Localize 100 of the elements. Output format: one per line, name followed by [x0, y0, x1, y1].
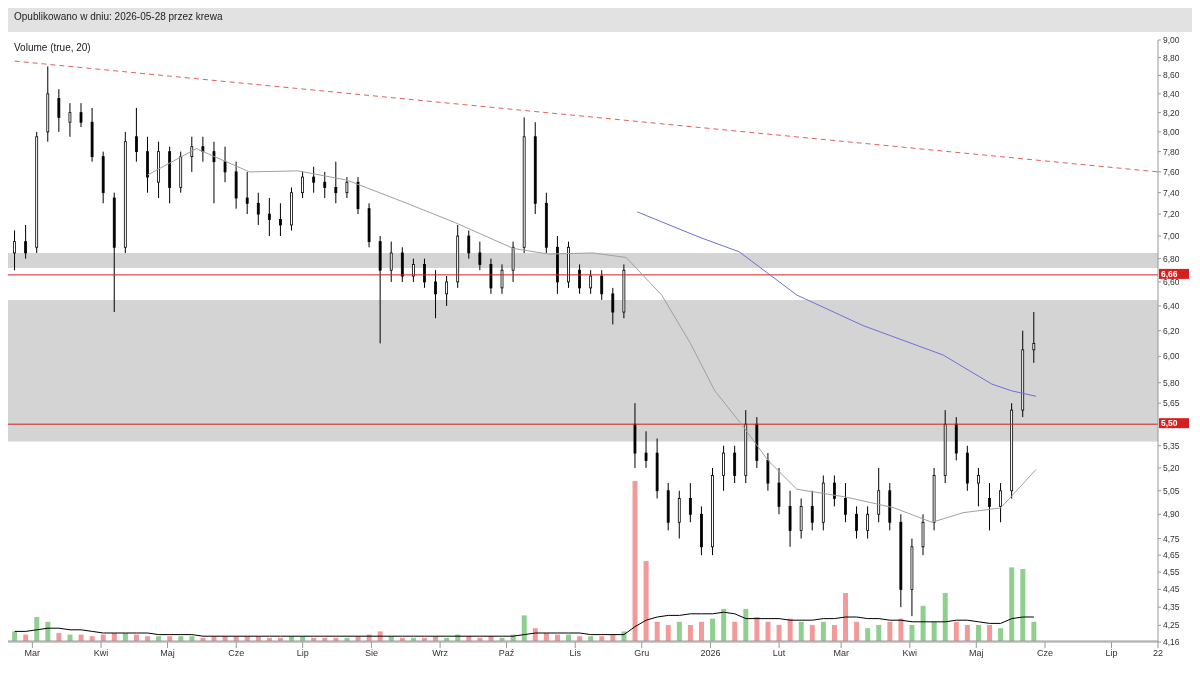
- x-tick-label: Paź: [498, 648, 515, 659]
- y-tick-label: 5,20: [1163, 462, 1180, 473]
- y-tick-label: 6,20: [1163, 325, 1180, 336]
- bar: [876, 625, 882, 641]
- candlestick: [999, 482, 1002, 523]
- y-tick-label: 4,65: [1163, 550, 1180, 561]
- x-tick-label: Sie: [364, 648, 378, 659]
- bar: [964, 625, 970, 641]
- x-tick-label: Cze: [1036, 648, 1053, 659]
- y-tick-label: 8,40: [1163, 88, 1180, 99]
- candlestick: [578, 263, 581, 295]
- candlestick: [489, 258, 493, 295]
- bar: [820, 621, 826, 641]
- bar: [765, 621, 771, 641]
- y-tick-label: 4,45: [1163, 584, 1180, 595]
- text: Opublikowano w dniu: 2026-05-28 przez krewa: [14, 11, 224, 22]
- bar: [743, 609, 749, 641]
- bar: [843, 593, 849, 641]
- candlestick: [844, 482, 847, 523]
- x-tick-label: Wrz: [432, 648, 449, 659]
- bar: [998, 628, 1004, 641]
- candlestick: [511, 241, 515, 283]
- candlestick: [334, 161, 338, 204]
- candlestick: [389, 241, 393, 283]
- bar: [865, 628, 871, 641]
- bar: [732, 621, 738, 641]
- bar: [754, 617, 760, 641]
- bar: [34, 617, 40, 641]
- candlestick: [722, 445, 725, 492]
- y-tick-label: 5,65: [1163, 398, 1180, 409]
- y-tick-label: 6,00: [1163, 351, 1180, 362]
- bar: [643, 561, 649, 641]
- candlestick: [345, 176, 349, 199]
- y-tick-label: 4,35: [1163, 602, 1180, 613]
- line-series: [636, 211, 1037, 397]
- candlestick: [223, 146, 227, 183]
- y-tick-label: 4,90: [1163, 509, 1180, 520]
- bar: [931, 621, 937, 641]
- x-tick-label: Kwi: [93, 648, 109, 659]
- candlestick: [855, 505, 858, 540]
- bar: [1009, 567, 1015, 641]
- candlestick: [135, 107, 138, 163]
- candlestick: [68, 102, 72, 138]
- bar: [721, 609, 727, 641]
- candlestick: [24, 224, 28, 260]
- y-tick-label: 9,00: [1163, 35, 1180, 46]
- bar: [831, 625, 837, 641]
- bar: [665, 625, 671, 641]
- candlestick: [79, 102, 83, 128]
- bar: [1031, 621, 1037, 641]
- bar: [909, 625, 915, 641]
- y-tick-label: 7,60: [1163, 166, 1180, 177]
- candlestick: [190, 136, 194, 173]
- y-tick-label: 7,20: [1163, 209, 1180, 220]
- candlestick: [478, 241, 482, 271]
- y-tick-label: 8,60: [1163, 70, 1180, 81]
- y-tick-label: 5,80: [1163, 377, 1180, 388]
- bar: [776, 625, 782, 641]
- y-tick-label: 6,40: [1163, 300, 1180, 311]
- candlestick: [400, 246, 404, 283]
- y-tick-label: 8,20: [1163, 107, 1180, 118]
- bar: [942, 593, 948, 641]
- bar: [710, 618, 716, 641]
- bar: [987, 625, 993, 641]
- bar: [975, 625, 981, 641]
- candlestick: [279, 202, 282, 237]
- x-tick-label: Lip: [296, 648, 309, 659]
- candlestick: [411, 258, 415, 283]
- line-series: [147, 148, 1037, 523]
- candlestick: [256, 192, 260, 226]
- candlestick: [245, 171, 249, 215]
- bar: [854, 621, 860, 641]
- candlestick: [589, 269, 593, 295]
- bar: [687, 625, 693, 641]
- annotation: Volume (true, 20): [14, 42, 91, 53]
- candlestick: [977, 467, 980, 507]
- candlestick: [312, 166, 316, 194]
- bar: [654, 621, 660, 641]
- y-tick-label: 4,25: [1163, 620, 1180, 631]
- candlestick: [866, 505, 870, 540]
- bar: [12, 631, 18, 641]
- x-tick-label: 2026: [700, 648, 721, 659]
- x-tick-label: Lip: [1105, 648, 1118, 659]
- x-tick-label: 22: [1152, 648, 1164, 659]
- candlestick: [267, 197, 271, 237]
- bar: [699, 621, 705, 641]
- candlestick: [500, 263, 504, 295]
- y-tick-label: 7,80: [1163, 146, 1180, 157]
- candlestick: [877, 467, 881, 523]
- bar: [1020, 569, 1026, 641]
- bar: [809, 625, 815, 641]
- ref-line-label: 5,50: [1161, 418, 1178, 429]
- y-tick-label: 4,16: [1163, 637, 1180, 648]
- x-tick-label: Gru: [634, 648, 650, 659]
- candlestick: [423, 258, 426, 289]
- candlestick: [733, 445, 737, 484]
- candlestick: [323, 171, 327, 199]
- candlestick: [777, 467, 781, 515]
- x-tick-label: Cze: [228, 648, 245, 659]
- bar: [521, 615, 527, 641]
